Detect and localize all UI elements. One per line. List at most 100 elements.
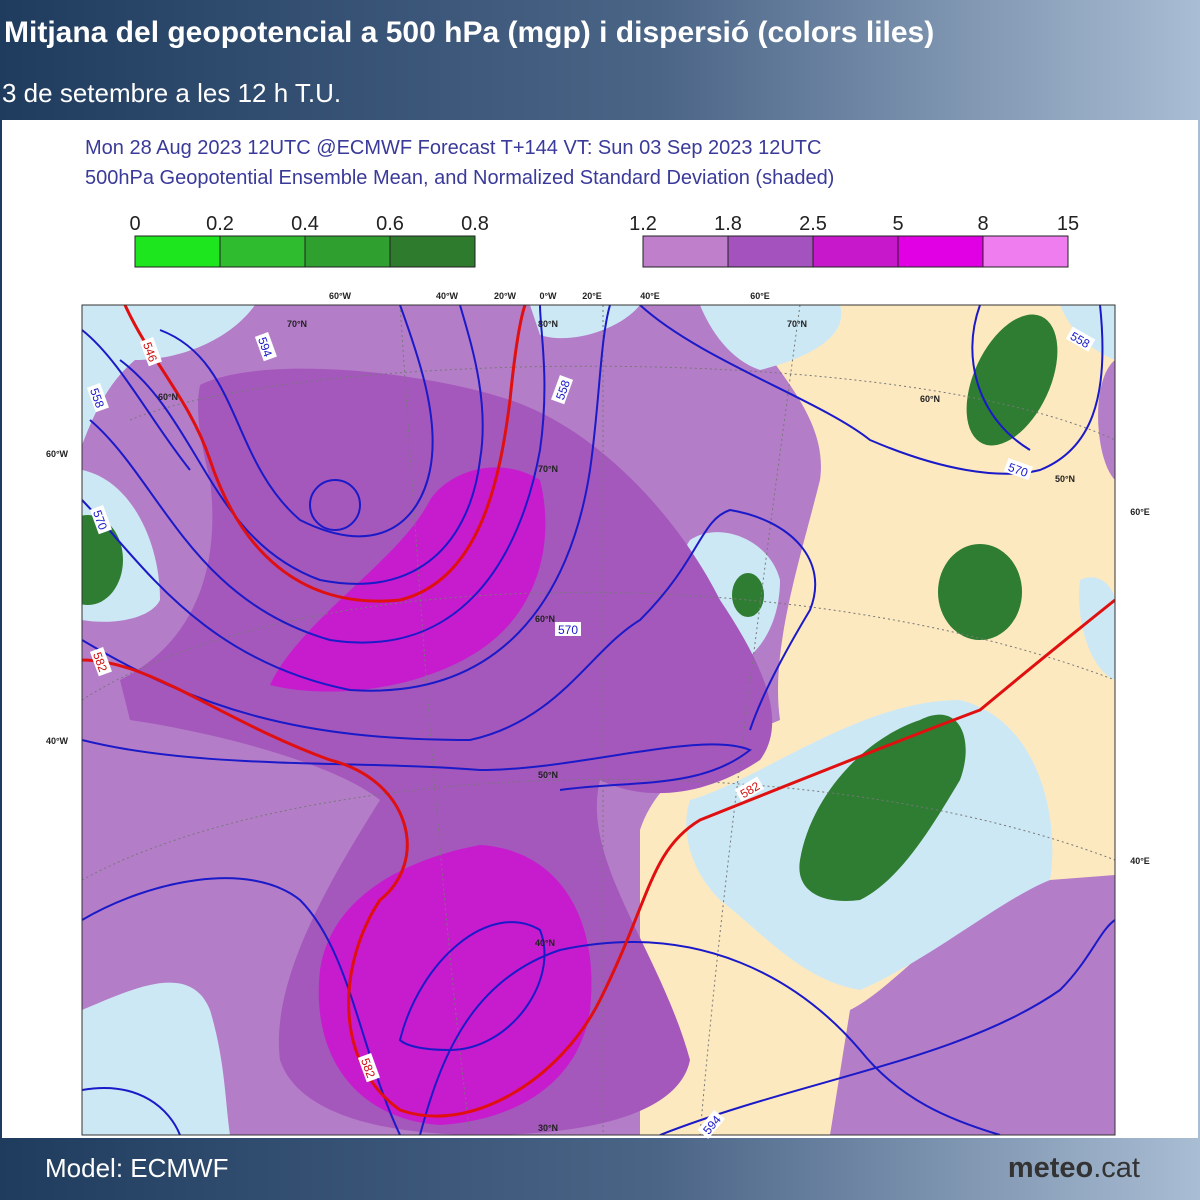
contour-label-bg — [734, 776, 765, 802]
map-line — [123, 305, 527, 603]
map-line — [119, 305, 484, 585]
map — [82, 305, 1115, 1135]
contour-label: 546 — [140, 340, 160, 364]
low-spread-green — [732, 573, 764, 617]
colorbar-label: 5 — [892, 213, 903, 235]
geopotential-contours — [82, 305, 1115, 1135]
map-line — [419, 941, 1001, 1135]
graticule-label: 0°W — [539, 291, 557, 301]
map-line — [89, 305, 546, 644]
contour-label: 558 — [87, 386, 107, 410]
contour-label-bg — [89, 505, 112, 535]
graticule-label: 40°W — [46, 736, 69, 746]
colorbar-swatch — [812, 235, 899, 268]
colorbar-label: 0.6 — [376, 213, 404, 235]
graticule-label: 70°N — [538, 464, 558, 474]
colorbar-swatch — [134, 235, 221, 268]
contour-label-bg — [89, 647, 112, 677]
contour-label: 582 — [90, 650, 110, 674]
colorbar-label: 15 — [1057, 213, 1079, 235]
very-low-spread — [700, 305, 842, 370]
colorbar-label: 0 — [129, 213, 140, 235]
colorbar-label: 0.2 — [206, 213, 234, 235]
low-spread-green — [938, 544, 1022, 640]
map-line — [971, 305, 1031, 451]
contour-label-bg — [1003, 458, 1033, 481]
colorbar-swatch — [897, 235, 984, 268]
map-line — [82, 598, 1115, 1118]
graticule-label: 50°N — [538, 770, 558, 780]
map-line — [82, 778, 1115, 881]
high-spread — [318, 845, 592, 1125]
graticule-label: 60°E — [750, 291, 770, 301]
contour-label: 594 — [255, 335, 275, 359]
map-title-line: 500hPa Geopotential Ensemble Mean, and N… — [85, 167, 834, 189]
colorbar-label: 2.5 — [799, 213, 827, 235]
colorbar-label: 1.2 — [629, 213, 657, 235]
grid-labels: 60°W 40°W 20°W 0°W 20°E 40°E 60°E 60°W 40°W 60°E 4… — [46, 291, 1150, 1133]
map-line — [82, 508, 817, 742]
very-low-spread — [1079, 577, 1115, 680]
map-line — [129, 365, 1115, 441]
map-line — [82, 591, 1115, 701]
contour-label-bg — [254, 332, 277, 362]
graticule-label: 60°N — [535, 614, 555, 624]
brand-bold: meteo — [1008, 1152, 1093, 1184]
graticule-label: 50°N — [1055, 474, 1075, 484]
map-shape — [309, 479, 361, 531]
contour-label: 570 — [558, 623, 578, 637]
graticule-label: 60°W — [46, 449, 69, 459]
map-frame — [81, 304, 1116, 1136]
very-low-spread — [530, 305, 640, 339]
map-line — [398, 921, 546, 1052]
model-label: Model: ECMWF — [45, 1153, 228, 1183]
colorbars: 0 0.2 0.4 0.6 0.8 1.2 1.8 2.5 5 8 15 — [129, 213, 1079, 268]
colorbar-swatch — [982, 235, 1069, 268]
map-line — [82, 329, 191, 471]
colorbar-swatch — [389, 235, 476, 268]
map-line — [82, 1087, 181, 1135]
contour-label-bg — [551, 375, 574, 405]
spread-area — [1098, 360, 1115, 480]
graticule-label: 80°N — [538, 319, 558, 329]
graticule-label: 20°E — [582, 291, 602, 301]
contour-label-bg — [357, 1053, 380, 1083]
very-low-spread — [82, 305, 255, 445]
brand: meteo.cat — [1008, 1152, 1140, 1184]
colorbar-swatch — [642, 235, 729, 268]
contour-label: 558 — [553, 378, 573, 402]
reference-contours — [82, 305, 1115, 1118]
high-spread — [270, 467, 546, 692]
graticule-label: 60°W — [329, 291, 352, 301]
contour-label-bg — [86, 383, 109, 413]
map-line — [639, 305, 1104, 475]
brand-rest: .cat — [1093, 1152, 1140, 1184]
low-spread-green — [82, 515, 123, 605]
map-line — [82, 739, 752, 791]
colorbar-label: 1.8 — [714, 213, 742, 235]
contour-label-bg — [697, 1109, 725, 1139]
colorbar-label: 0.8 — [461, 213, 489, 235]
map-line — [82, 305, 611, 692]
graticule-label: 40°N — [535, 938, 555, 948]
graticule-label: 60°N — [920, 394, 940, 404]
colorbar-swatch — [304, 235, 391, 268]
map-line — [159, 305, 434, 538]
graticule-label: 70°N — [787, 319, 807, 329]
contour-label: 582 — [358, 1056, 378, 1080]
colorbar-swatch — [727, 235, 814, 268]
low-spread-green — [799, 714, 966, 901]
contour-label: 570 — [90, 508, 110, 532]
graticule-label: 40°W — [436, 291, 459, 301]
graticule-label: 20°W — [494, 291, 517, 301]
low-spread-green — [966, 314, 1058, 446]
map-title-line: Mon 28 Aug 2023 12UTC @ECMWF Forecast T+… — [85, 137, 821, 159]
graticule-label: 30°N — [538, 1123, 558, 1133]
graticule-label: 60°E — [1130, 507, 1150, 517]
graticule-label: 60°N — [158, 392, 178, 402]
map-line — [659, 919, 1115, 1135]
graticule-label: 40°E — [1130, 856, 1150, 866]
spread-area — [830, 875, 1115, 1135]
